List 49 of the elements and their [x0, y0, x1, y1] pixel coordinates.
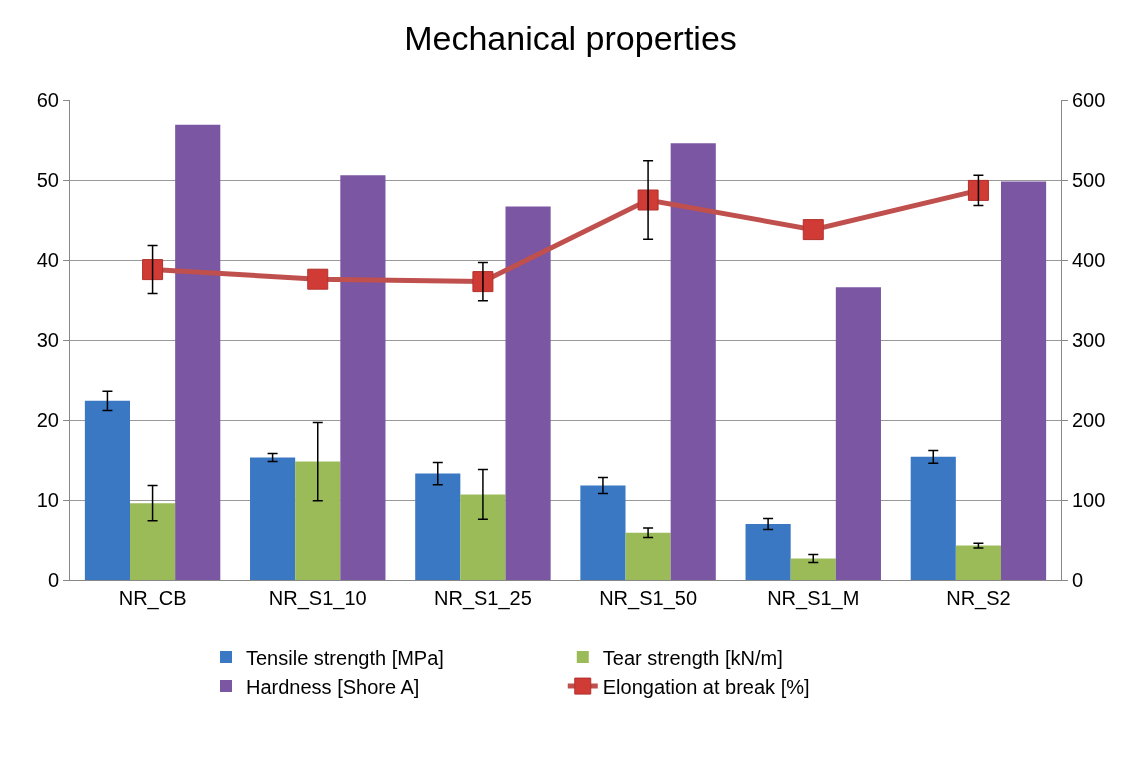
bar: [625, 532, 671, 580]
y-tick-label: 40: [36, 249, 59, 271]
bar: [670, 143, 716, 580]
bar: [910, 456, 956, 580]
y2-tick-label: 200: [1072, 409, 1106, 431]
x-tick-label: NR_CB: [118, 587, 187, 610]
bar: [505, 206, 551, 580]
point: [472, 271, 494, 293]
y2-tick-label: 500: [1072, 169, 1106, 191]
bar: [955, 545, 1001, 580]
bar: [340, 175, 386, 580]
y2-tick-label: 600: [1072, 89, 1106, 111]
y2-tick-label: 300: [1072, 329, 1106, 351]
bar: [835, 287, 881, 580]
bar: [790, 558, 836, 580]
x-tick-label: NR_S2: [946, 587, 1011, 610]
y-tick-label: 0: [47, 569, 59, 591]
y-tick-label: 20: [36, 409, 59, 431]
bar: [250, 457, 296, 580]
legend-label: Elongation at break [%]: [602, 675, 810, 698]
x-tick-label: NR_S1_50: [599, 587, 697, 610]
y-tick-label: 60: [36, 89, 59, 111]
legend-label: Tear strength [kN/m]: [602, 646, 783, 669]
bar: [175, 124, 221, 580]
bar: [580, 485, 626, 580]
point: [802, 219, 824, 241]
bar: [84, 400, 131, 580]
y2-tick-label: 100: [1072, 489, 1106, 511]
point: [142, 259, 164, 281]
point: [307, 268, 329, 290]
point: [967, 179, 989, 201]
y2-tick-label: 0: [1072, 569, 1084, 591]
chart-title: Mechanical properties: [404, 19, 737, 58]
bar: [460, 494, 506, 580]
point: [637, 189, 659, 211]
bar: [295, 461, 341, 580]
x-tick-label: NR_S1_M: [767, 587, 860, 610]
y-tick-label: 30: [36, 329, 59, 351]
bar: [130, 503, 176, 580]
x-tick-label: NR_S1_25: [434, 587, 532, 610]
bar: [415, 473, 461, 580]
y-tick-label: 50: [36, 169, 59, 191]
bar: [1000, 181, 1047, 580]
y-tick-label: 10: [36, 489, 59, 511]
y2-tick-label: 400: [1072, 249, 1106, 271]
x-tick-label: NR_S1_10: [268, 587, 367, 610]
bar: [745, 524, 791, 580]
legend-label: Tensile strength [MPa]: [246, 646, 444, 669]
legend-label: Hardness [Shore A]: [246, 675, 420, 698]
